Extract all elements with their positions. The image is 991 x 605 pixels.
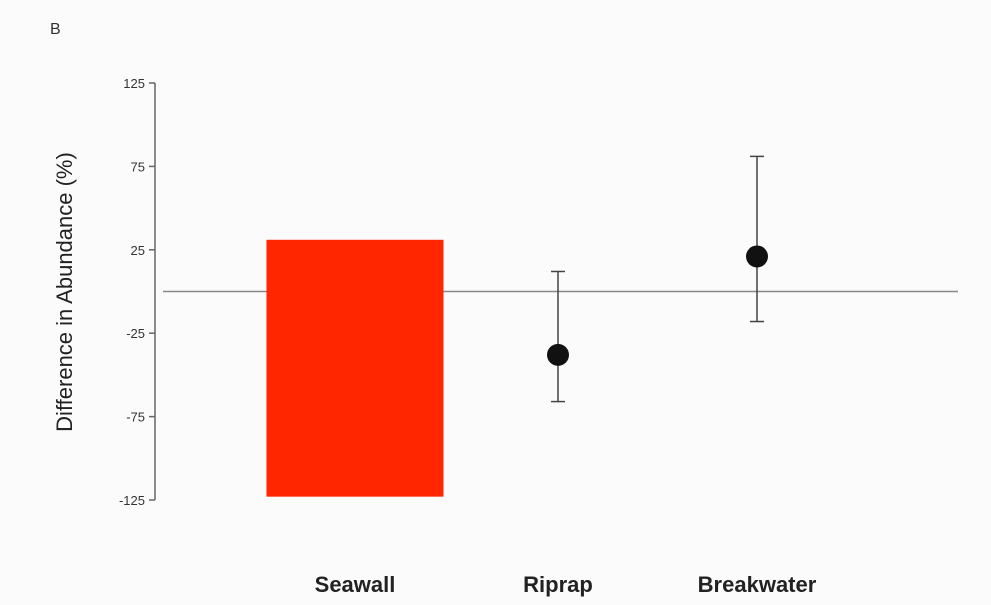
category-labels: Seawall Riprap Breakwater xyxy=(315,572,817,597)
y-tick-label: -25 xyxy=(126,326,145,341)
y-axis-label: Difference in Abundance (%) xyxy=(52,152,77,432)
category-label-breakwater: Breakwater xyxy=(698,572,817,597)
point-riprap xyxy=(547,343,569,366)
y-tick-label: 75 xyxy=(131,159,145,174)
plot-marks xyxy=(163,155,958,497)
bar-seawall xyxy=(266,239,444,497)
y-axis: 125 75 25 -25 -75 -125 xyxy=(119,76,156,508)
category-label-seawall: Seawall xyxy=(315,572,396,597)
point-breakwater xyxy=(746,245,768,268)
y-tick-label: -125 xyxy=(119,493,145,508)
category-label-riprap: Riprap xyxy=(523,572,593,597)
y-tick-label: 25 xyxy=(131,243,145,258)
y-tick-label: 125 xyxy=(123,76,145,91)
y-tick-label: -75 xyxy=(126,410,145,425)
panel-label: B xyxy=(50,21,61,38)
